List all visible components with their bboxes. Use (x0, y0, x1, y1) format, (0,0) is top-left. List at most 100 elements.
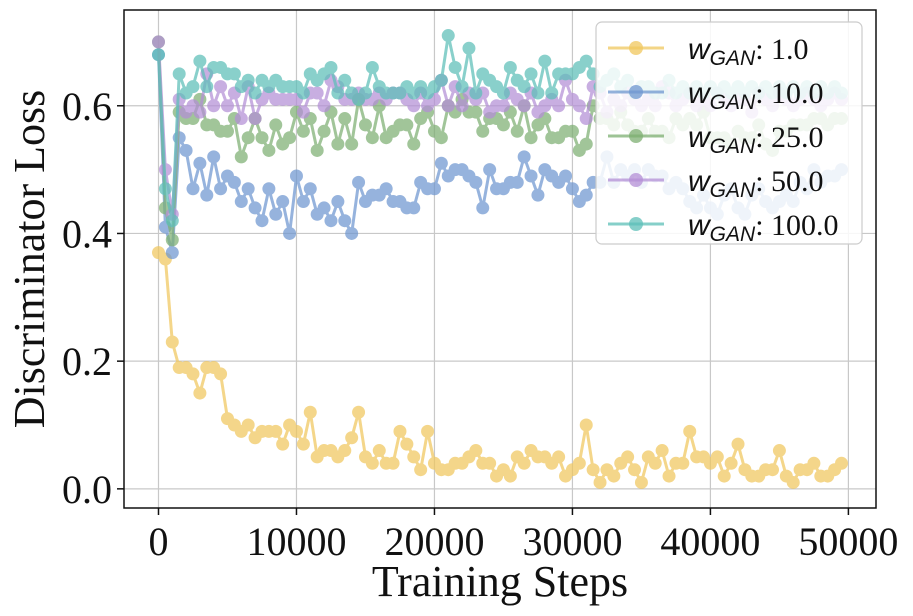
series-layer (151, 29, 849, 489)
data-point (579, 112, 593, 126)
x-tick-label: 10000 (246, 519, 346, 564)
data-point (586, 463, 600, 477)
data-point (296, 86, 310, 100)
data-point (331, 86, 345, 100)
data-point (214, 80, 228, 94)
data-point (269, 118, 283, 132)
data-point (214, 182, 228, 196)
data-point (434, 131, 448, 145)
data-point (324, 214, 338, 228)
data-point (193, 156, 207, 170)
data-point (393, 424, 407, 438)
data-point (241, 73, 255, 87)
data-point (200, 80, 214, 94)
data-point (358, 118, 372, 132)
data-point (386, 456, 400, 470)
legend-label: wGAN: 1.0 (688, 33, 809, 70)
legend-value: : 1.0 (755, 33, 808, 66)
data-point (593, 475, 607, 489)
data-point (262, 182, 276, 196)
data-point (634, 475, 648, 489)
data-point (572, 99, 586, 113)
data-point (414, 463, 428, 477)
legend-subscript: GAN (710, 135, 756, 158)
data-point (365, 131, 379, 145)
data-point (510, 175, 524, 189)
legend-value: : 100.0 (755, 209, 838, 242)
data-point (296, 105, 310, 119)
data-point (807, 456, 821, 470)
legend-value: : 50.0 (755, 165, 823, 198)
data-point (483, 456, 497, 470)
data-point (269, 207, 283, 221)
data-point (572, 456, 586, 470)
data-point (476, 201, 490, 215)
data-point (234, 150, 248, 164)
legend-marker (629, 173, 643, 187)
legend-label: wGAN: 25.0 (688, 121, 824, 158)
data-point (151, 35, 165, 49)
legend-w: w (688, 165, 712, 198)
data-point (365, 60, 379, 74)
data-point (276, 195, 290, 209)
data-point (559, 169, 573, 183)
y-axis-label: Discriminator Loss (5, 90, 54, 429)
legend-w: w (688, 77, 712, 110)
data-point (476, 124, 490, 138)
data-point (462, 41, 476, 55)
data-point (517, 456, 531, 470)
data-point (345, 431, 359, 445)
data-point (165, 233, 179, 247)
x-tick-label: 50000 (798, 519, 898, 564)
data-point (186, 80, 200, 94)
data-point (296, 195, 310, 209)
data-point (524, 67, 538, 81)
data-point (310, 86, 324, 100)
data-point (352, 175, 366, 189)
legend-item-1.0: wGAN: 1.0 (608, 33, 809, 70)
data-point (220, 124, 234, 138)
data-point (434, 156, 448, 170)
data-point (186, 367, 200, 381)
data-point (352, 405, 366, 419)
data-point (524, 169, 538, 183)
data-point (179, 143, 193, 157)
data-point (200, 188, 214, 202)
data-point (455, 99, 469, 113)
data-point (255, 131, 269, 145)
data-point (496, 118, 510, 132)
data-point (683, 424, 697, 438)
data-point (724, 456, 738, 470)
data-point (565, 182, 579, 196)
data-point (538, 54, 552, 68)
data-point (421, 424, 435, 438)
data-point (165, 335, 179, 349)
legend-subscript: GAN (710, 91, 756, 114)
data-point (400, 437, 414, 451)
legend-subscript: GAN (710, 223, 756, 246)
legend-item-10.0: wGAN: 10.0 (608, 77, 824, 114)
legend-w: w (688, 121, 712, 154)
data-point (207, 99, 221, 113)
data-point (248, 201, 262, 215)
data-point (317, 201, 331, 215)
data-point (289, 424, 303, 438)
data-point (283, 226, 297, 240)
data-point (483, 163, 497, 177)
data-point (234, 112, 248, 126)
data-point (338, 73, 352, 87)
data-point (331, 195, 345, 209)
data-point (579, 54, 593, 68)
legend-subscript: GAN (710, 179, 756, 202)
legend-w: w (688, 33, 712, 66)
data-point (193, 105, 207, 119)
data-point (227, 175, 241, 189)
data-point (248, 86, 262, 100)
data-point (648, 456, 662, 470)
data-point (220, 99, 234, 113)
data-point (165, 246, 179, 260)
data-point (186, 182, 200, 196)
legend-label: wGAN: 50.0 (688, 165, 824, 202)
data-point (214, 367, 228, 381)
